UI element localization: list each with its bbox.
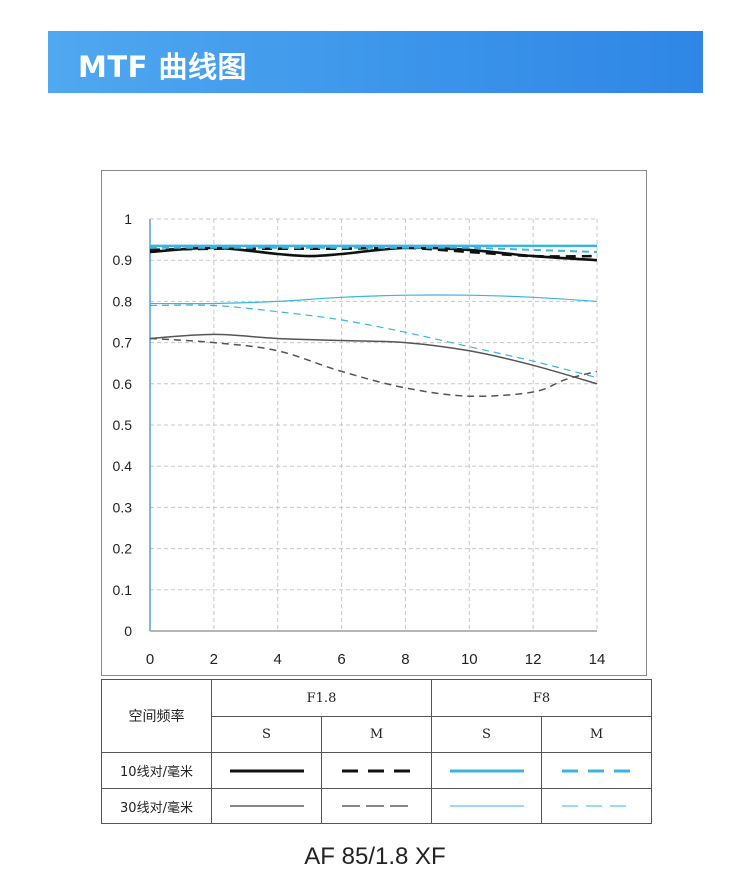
x-tick-label: 12 — [525, 651, 542, 668]
legend-dir-m-f8: M — [541, 716, 652, 753]
x-tick-label: 6 — [337, 651, 345, 668]
y-tick-label: 0 — [124, 623, 132, 639]
legend-row-10lp: 10线对/毫米 — [101, 752, 212, 789]
y-tick-label: 0.6 — [113, 376, 133, 392]
y-tick-label: 0.1 — [113, 582, 133, 598]
legend-sample-f18-30-m — [321, 788, 432, 824]
series-line-f8-30lp-m — [149, 304, 598, 379]
legend-sample-f18-10-m — [321, 752, 432, 789]
legend-table: 空间频率 F1.8 F8 S M S M 10线对/毫米 30线对/毫米 — [101, 679, 652, 824]
legend-sample-f18-10-s — [211, 752, 322, 789]
legend-sample-f8-30-s — [431, 788, 542, 824]
legend-aperture-f8: F8 — [431, 679, 652, 717]
legend-sample-f8-10-m — [541, 752, 652, 789]
legend-dir-s-f8: S — [431, 716, 542, 753]
series-line-f18-30lp-m — [149, 337, 598, 398]
y-tick-label: 1 — [124, 211, 132, 227]
mtf-chart: 00.10.20.30.40.50.60.70.80.910 2 4 6 8 10 12 14 — [113, 211, 606, 668]
legend-sample-f8-30-m — [541, 788, 652, 824]
chart-frame: 0 0.1 0.2 0.3 0.4 0.5 0.6 0.7 0.8 0.9 1 0 2 4 6 8 10 12 14 — [101, 170, 647, 676]
x-tick-label: 14 — [589, 651, 606, 668]
header-banner: MTF 曲线图 — [48, 31, 703, 93]
x-tick-label: 0 — [146, 651, 154, 668]
y-tick-label: 0.7 — [113, 335, 133, 351]
x-tick-label: 4 — [274, 651, 282, 668]
legend-row-30lp: 30线对/毫米 — [101, 788, 212, 824]
x-tick-label: 10 — [461, 651, 478, 668]
legend-dir-m-f18: M — [321, 716, 432, 753]
series-line-f18-30lp-s — [149, 333, 598, 385]
y-tick-label: 0.5 — [113, 417, 133, 433]
legend-sample-f18-30-s — [211, 788, 322, 824]
y-tick-label: 0.2 — [113, 541, 133, 557]
series-line-f8-10lp-m — [150, 246, 598, 253]
y-tick-label: 0.9 — [113, 252, 133, 268]
y-tick-label: 0.4 — [113, 458, 133, 474]
legend-aperture-f18: F1.8 — [211, 679, 432, 717]
y-tick-label: 0.3 — [113, 499, 133, 515]
legend-sample-f8-10-s — [431, 752, 542, 789]
lens-model-caption: AF 85/1.8 XF — [304, 843, 446, 870]
legend-dir-s-f18: S — [211, 716, 322, 753]
x-tick-label: 8 — [401, 651, 409, 668]
series-line-f18-10lp-m — [149, 246, 598, 258]
page-title: MTF 曲线图 — [78, 50, 248, 84]
series-line-f8-30lp-s — [149, 294, 598, 305]
x-tick-label: 2 — [210, 651, 218, 668]
y-tick-label: 0.8 — [113, 293, 133, 309]
series-line-f18-10lp-s — [149, 246, 598, 262]
legend-corner-label: 空间频率 — [101, 679, 212, 753]
